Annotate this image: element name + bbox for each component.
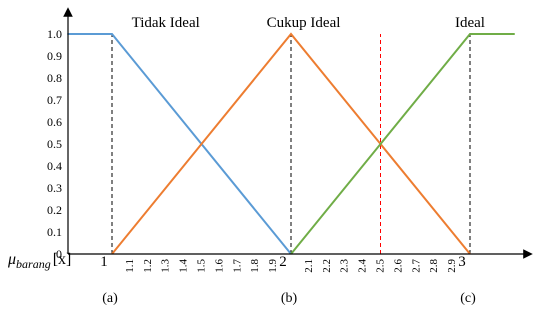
- series-label: Ideal: [455, 15, 485, 31]
- x-minor-tick-label: 2.2: [321, 259, 333, 273]
- x-minor-tick-label: 1.6: [213, 259, 225, 273]
- x-minor-tick-label: 1.1: [124, 259, 136, 273]
- x-minor-tick-label: 1.5: [196, 259, 208, 273]
- y-tick-labels: 0 0.1 0.2 0.3 0.4 0.5 0.6 0.7 0.8 0.9 1.0: [47, 27, 62, 261]
- x-minor-tick-label: 2.3: [339, 259, 351, 273]
- y-tick-label: 0.3: [47, 181, 62, 195]
- x-minor-tick-label: 1.3: [160, 259, 172, 273]
- y-tick-label: 1.0: [47, 27, 62, 41]
- reference-lines: [111, 34, 471, 254]
- x-axis-label-mu: μ: [7, 251, 16, 268]
- series-line: [67, 33, 292, 255]
- x-minor-tick-label: 1.9: [267, 259, 279, 273]
- x-minor-tick-label: 1.7: [231, 259, 243, 273]
- y-tick-label: 0.5: [47, 137, 62, 151]
- sub-figure-label: (a): [102, 291, 118, 306]
- x-major-tick-label: 3: [458, 254, 466, 270]
- y-tick-label: 0.6: [47, 115, 62, 129]
- x-major-tick-label: 1: [100, 254, 108, 270]
- series-labels: Tidak Ideal Cukup Ideal Ideal: [132, 15, 485, 31]
- series-line: [290, 33, 515, 255]
- sub-figure-labels: (a) (b) (c): [102, 291, 476, 306]
- x-minor-tick-label: 2.6: [392, 259, 404, 273]
- x-minor-tick-label: 2.9: [446, 259, 458, 273]
- x-axis-label-suffix: [x]: [53, 251, 72, 268]
- x-minor-tick-label: 2.1: [303, 259, 315, 273]
- x-minor-tick-label: 2.5: [375, 259, 387, 273]
- y-tick-label: 0.1: [47, 225, 62, 239]
- y-tick-label: 0: [56, 247, 62, 261]
- x-minor-tick-label: 1.4: [178, 259, 190, 273]
- sub-figure-label: (b): [281, 291, 298, 306]
- x-major-tick-label: 2: [279, 254, 287, 270]
- y-tick-label: 0.7: [47, 93, 62, 107]
- x-axis-label-subscript: barang: [16, 257, 51, 271]
- y-tick-label: 0.4: [47, 159, 62, 173]
- series-label: Tidak Ideal: [132, 15, 200, 31]
- series-line: [111, 32, 471, 255]
- x-minor-tick-label: 2.7: [410, 259, 422, 273]
- series-label: Cukup Ideal: [267, 15, 341, 31]
- x-minor-tick-label: 1.2: [142, 259, 154, 273]
- series-lines: [67, 32, 515, 255]
- sub-figure-label: (c): [460, 291, 476, 306]
- x-minor-tick-label: 1.8: [249, 259, 261, 273]
- x-major-tick-labels: 1 2 3: [100, 254, 466, 270]
- y-tick-label: 0.9: [47, 49, 62, 63]
- y-tick-label: 0.8: [47, 71, 62, 85]
- x-minor-tick-label: 2.8: [428, 259, 440, 273]
- y-tick-label: 0.2: [47, 203, 62, 217]
- x-minor-tick-labels: 1.1 1.2 1.3 1.4 1.5 1.6 1.7 1.8 1.9 2.1 2.2 2.3 2.4 2…: [124, 259, 458, 273]
- x-axis-label: μbarang [x]: [7, 251, 71, 271]
- x-minor-tick-label: 2.4: [357, 259, 369, 273]
